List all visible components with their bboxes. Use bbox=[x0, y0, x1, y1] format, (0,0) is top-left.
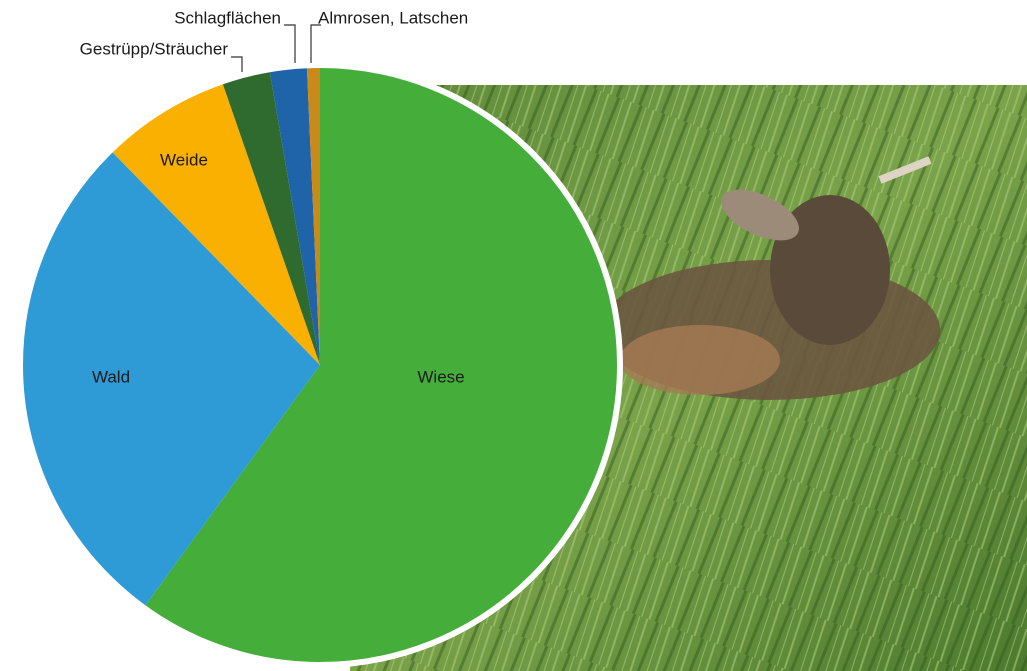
slice-label: Almrosen, Latschen bbox=[318, 8, 468, 27]
slice-label: Wald bbox=[92, 367, 130, 386]
pie-slice bbox=[306, 65, 320, 365]
pie-border bbox=[17, 62, 623, 668]
pie-slice bbox=[20, 150, 321, 608]
pie bbox=[20, 65, 621, 665]
pie-slice bbox=[110, 81, 320, 365]
labels: Wiese Wald Weide Gestrüpp/Sträucher Schlagfl… bbox=[80, 8, 469, 386]
slice-label: Schlagflächen bbox=[174, 8, 281, 27]
slice-label: Wiese bbox=[417, 367, 464, 386]
slice-label: Weide bbox=[160, 150, 208, 169]
leader-line bbox=[231, 56, 243, 72]
slice-label: Gestrüpp/Sträucher bbox=[80, 39, 229, 58]
leader-line bbox=[310, 24, 321, 63]
pie-slice bbox=[269, 65, 320, 365]
leader-line bbox=[284, 24, 296, 63]
pie-slice bbox=[143, 65, 621, 665]
pie-slice bbox=[221, 69, 320, 366]
